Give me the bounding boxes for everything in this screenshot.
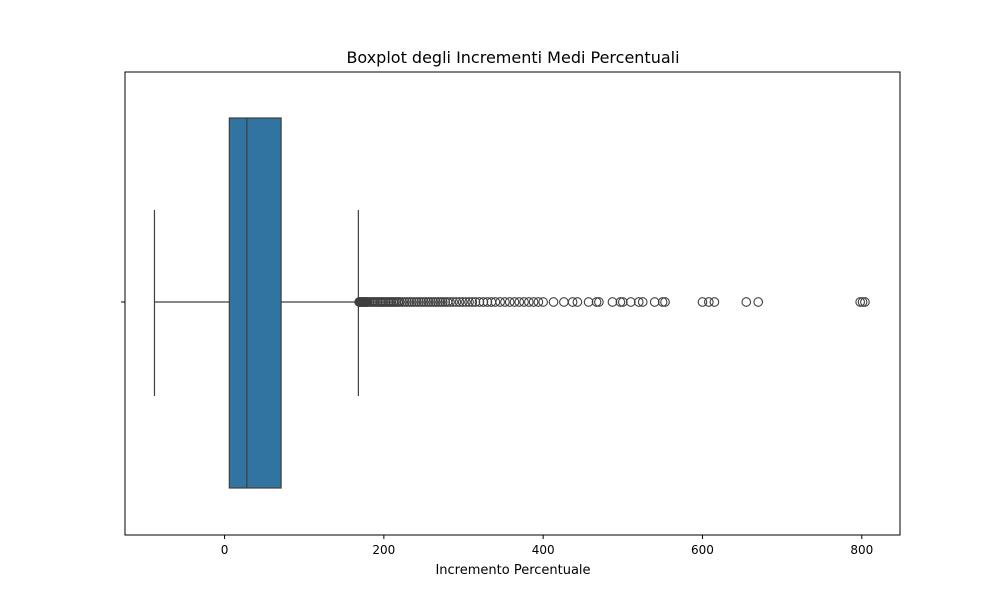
outlier-point	[440, 297, 451, 307]
outlier-point	[478, 297, 489, 307]
outlier-point	[697, 297, 708, 307]
outlier-point	[464, 297, 474, 307]
outlier-point	[607, 297, 618, 307]
outlier-point	[411, 297, 422, 307]
outlier-point	[500, 297, 510, 307]
outlier-point	[660, 297, 670, 307]
outlier-point	[457, 297, 468, 307]
outlier-point	[514, 297, 525, 307]
outlier-point	[504, 297, 515, 307]
outlier-point	[454, 297, 465, 307]
outlier-point	[523, 297, 534, 307]
outlier-point	[548, 297, 559, 307]
outlier-point	[860, 297, 870, 307]
outlier-point	[594, 297, 604, 307]
outlier-point	[741, 297, 752, 307]
outlier-point	[583, 297, 594, 307]
outlier-point	[423, 297, 434, 307]
outlier-point	[428, 297, 439, 307]
outlier-point	[426, 297, 436, 307]
outlier-point	[615, 297, 626, 307]
outlier-point	[470, 297, 481, 307]
outlier-point	[572, 297, 583, 307]
outlier-point	[435, 297, 446, 307]
outlier-point	[519, 297, 529, 307]
outlier-point	[633, 297, 644, 307]
outlier-point	[625, 297, 636, 307]
x-axis-ticks: 0 200 400 600 800	[221, 535, 873, 557]
outlier-point	[649, 297, 660, 307]
outlier-point	[703, 297, 714, 307]
outlier-point	[406, 297, 417, 307]
outlier-point	[509, 297, 520, 307]
x-tick-label: 400	[532, 543, 555, 557]
chart-title: Boxplot degli Incrementi Medi Percentual…	[346, 48, 679, 67]
outlier-point	[421, 297, 431, 307]
outlier-point	[474, 297, 485, 307]
x-tick-label: 200	[372, 543, 395, 557]
outlier-point	[409, 297, 419, 307]
outlier-point	[416, 297, 427, 307]
outlier-point	[482, 297, 493, 307]
outlier-point	[533, 297, 544, 307]
plot-frame	[124, 71, 901, 536]
outlier-point	[617, 297, 628, 307]
outlier-point	[495, 297, 506, 307]
outlier-point	[399, 297, 410, 307]
outlier-point	[461, 297, 471, 307]
outlier-point	[591, 297, 602, 307]
outlier-point	[397, 297, 408, 307]
outlier-point	[559, 297, 569, 307]
outlier-point	[451, 297, 462, 307]
outlier-point	[637, 297, 648, 307]
outlier-point	[855, 297, 866, 307]
outlier-point	[414, 297, 424, 307]
outlier-point	[404, 297, 415, 307]
outlier-point	[402, 297, 412, 307]
outlier-point	[528, 297, 539, 307]
x-axis-label: Incremento Percentuale	[435, 563, 590, 578]
plot-marks	[153, 117, 870, 489]
outlier-point	[657, 297, 668, 307]
outlier-point	[490, 297, 501, 307]
x-tick-label: 800	[850, 543, 873, 557]
outlier-point	[448, 297, 459, 307]
outlier-point	[857, 297, 868, 307]
outlier-point	[467, 297, 478, 307]
outlier-point	[437, 297, 448, 307]
outlier-point	[709, 297, 720, 307]
outlier-point	[430, 297, 441, 307]
outlier-point	[753, 297, 764, 307]
outlier-point	[433, 297, 443, 307]
outlier-point	[445, 297, 455, 307]
outlier-point	[567, 297, 578, 307]
outlier-point	[418, 297, 429, 307]
box-iqr	[228, 117, 282, 489]
outlier-point	[538, 297, 549, 307]
x-tick-label: 0	[221, 543, 229, 557]
outlier-point	[394, 297, 405, 307]
x-tick-label: 600	[691, 543, 714, 557]
